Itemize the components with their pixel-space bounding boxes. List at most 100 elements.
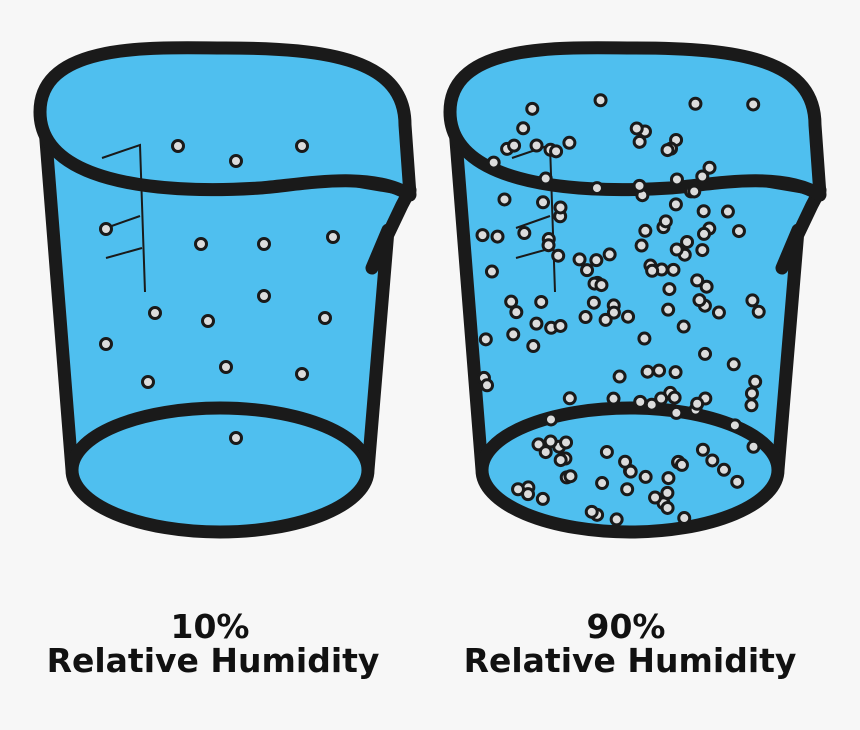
water-molecule [669, 405, 684, 420]
water-molecule [584, 504, 599, 519]
water-molecule [526, 339, 541, 354]
water-molecule [621, 309, 636, 324]
water-molecule [720, 204, 735, 219]
water-molecule [602, 247, 617, 262]
water-molecule [229, 154, 243, 168]
water-molecule [632, 134, 647, 149]
water-molecule [553, 318, 568, 333]
water-molecule [661, 302, 676, 317]
water-molecule [480, 378, 495, 393]
water-molecule [690, 396, 705, 411]
water-molecule [257, 237, 271, 251]
water-molecule [295, 139, 309, 153]
water-molecule [549, 144, 564, 159]
water-molecule [716, 462, 731, 477]
water-molecule [201, 314, 215, 328]
water-molecule [589, 181, 604, 196]
water-molecule [562, 135, 577, 150]
water-molecule [746, 439, 761, 454]
water-molecule [599, 444, 614, 459]
water-molecule [697, 226, 712, 241]
water-molecule [654, 391, 669, 406]
water-molecule [538, 171, 553, 186]
water-molecule [99, 337, 113, 351]
water-molecule [680, 234, 695, 249]
water-molecule [727, 418, 742, 433]
water-molecule [478, 332, 493, 347]
water-molecule [606, 305, 621, 320]
water-molecule [141, 375, 155, 389]
water-molecule [638, 223, 653, 238]
water-molecule [668, 365, 683, 380]
water-molecule [660, 485, 675, 500]
water-molecule [620, 482, 635, 497]
water-molecule [711, 305, 726, 320]
water-molecule [194, 237, 208, 251]
water-molecule [506, 327, 521, 342]
water-molecule [553, 200, 568, 215]
water-molecule [668, 197, 683, 212]
water-molecule [543, 434, 558, 449]
water-molecule [699, 279, 714, 294]
water-molecule [730, 474, 745, 489]
water-molecule [507, 138, 522, 153]
water-molecule [638, 469, 653, 484]
water-molecule [660, 143, 675, 158]
water-molecule [257, 289, 271, 303]
water-molecule [695, 169, 710, 184]
water-molecule [534, 294, 549, 309]
water-molecule [475, 228, 490, 243]
water-molecule [517, 226, 532, 241]
water-molecule [497, 192, 512, 207]
water-molecule [744, 398, 759, 413]
water-molecule [669, 172, 684, 187]
water-molecule [633, 394, 648, 409]
water-molecule [99, 222, 113, 236]
water-molecule [553, 453, 568, 468]
water-molecule [677, 511, 692, 526]
water-molecule [578, 310, 593, 325]
water-molecule [751, 304, 766, 319]
humidity-label: Relative Humidity [47, 641, 380, 680]
water-molecule [594, 278, 609, 293]
water-molecule [529, 138, 544, 153]
water-molecule [687, 184, 702, 199]
water-molecule [661, 471, 676, 486]
water-molecule [525, 101, 540, 116]
water-molecule [666, 262, 681, 277]
water-molecule [551, 248, 566, 263]
water-molecule [586, 295, 601, 310]
water-molecule [618, 454, 633, 469]
water-molecule [598, 312, 613, 327]
water-molecule [509, 305, 524, 320]
water-molecule [669, 242, 684, 257]
water-molecule [295, 367, 309, 381]
water-molecule [648, 490, 663, 505]
water-molecule [612, 369, 627, 384]
water-molecule [486, 155, 501, 170]
water-molecule [490, 229, 505, 244]
water-molecule [559, 435, 574, 450]
water-molecule [692, 293, 707, 308]
water-molecule [637, 331, 652, 346]
water-molecule [667, 390, 682, 405]
water-molecule [660, 500, 675, 515]
water-molecule [695, 243, 710, 258]
water-molecule [504, 294, 519, 309]
humidity-value: 90% [587, 607, 666, 646]
water-molecule [219, 360, 233, 374]
water-molecule [593, 93, 608, 108]
water-molecule [696, 204, 711, 219]
water-molecule [595, 476, 610, 491]
water-molecule [676, 319, 691, 334]
water-molecule [690, 273, 705, 288]
water-molecule [516, 121, 531, 136]
water-molecule [698, 346, 713, 361]
water-molecule [745, 293, 760, 308]
water-molecule [702, 160, 717, 175]
water-molecule [543, 412, 558, 427]
water-molecule [746, 97, 761, 112]
water-molecule [484, 264, 499, 279]
water-molecule [731, 224, 746, 239]
